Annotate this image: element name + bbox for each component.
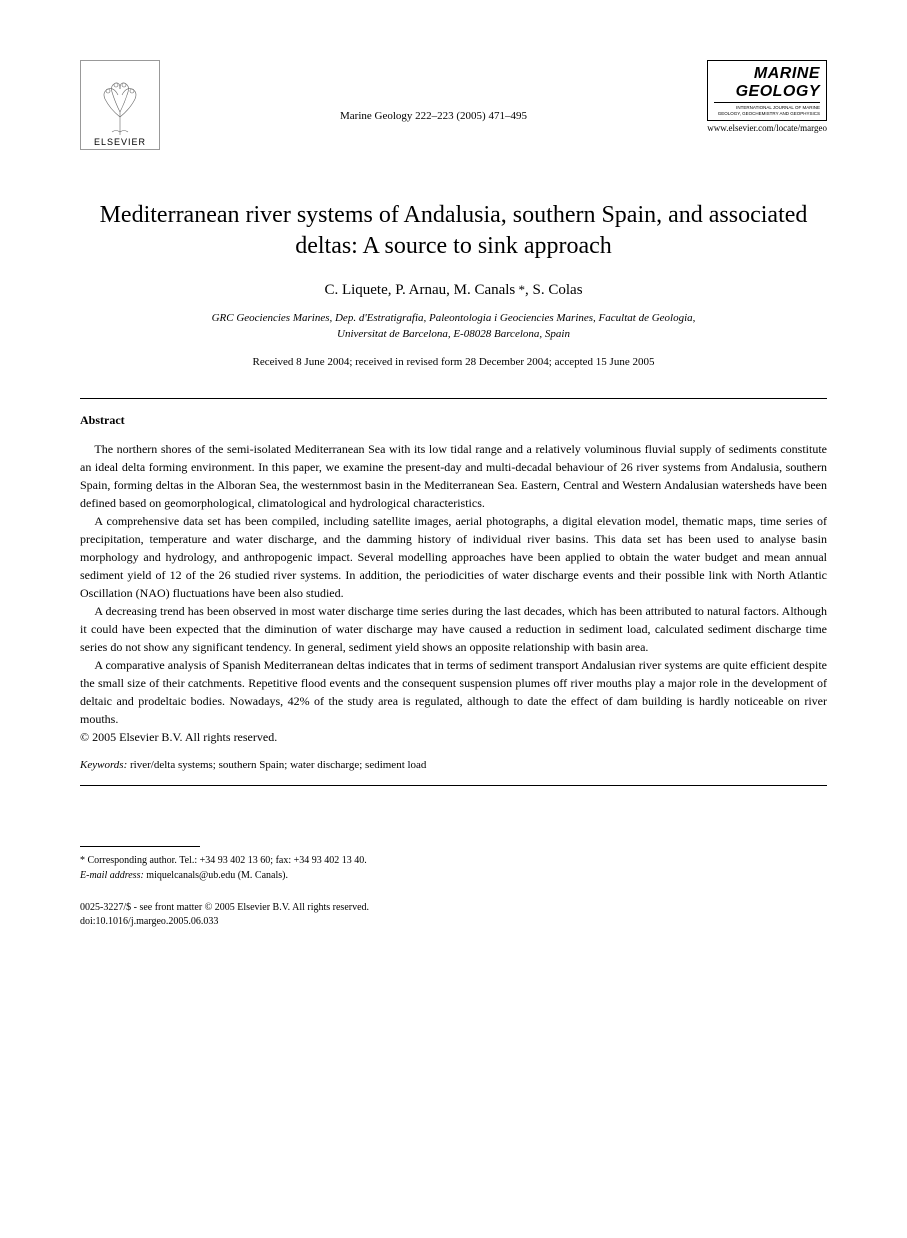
footer-block: 0025-3227/$ - see front matter © 2005 El… — [80, 901, 827, 929]
corresponding-author-note: * Corresponding author. Tel.: +34 93 402… — [80, 853, 827, 868]
footer-line-2: doi:10.1016/j.margeo.2005.06.033 — [80, 915, 827, 929]
author-1: C. Liquete — [324, 282, 387, 298]
abstract-paragraph: The northern shores of the semi-isolated… — [80, 440, 827, 512]
article-title: Mediterranean river systems of Andalusia… — [80, 200, 827, 262]
journal-cover-title-1: MARINE — [714, 65, 820, 83]
affiliation-line-2: Universitat de Barcelona, E-08028 Barcel… — [337, 328, 570, 340]
journal-url: www.elsevier.com/locate/margeo — [707, 123, 827, 133]
journal-cover-subtitle: INTERNATIONAL JOURNAL OF MARINE GEOLOGY,… — [714, 102, 820, 116]
elsevier-tree-icon — [90, 77, 150, 137]
abstract-heading: Abstract — [80, 413, 827, 428]
abstract-body: The northern shores of the semi-isolated… — [80, 440, 827, 728]
divider-bottom — [80, 785, 827, 786]
publisher-logo: ELSEVIER — [80, 60, 160, 150]
divider-top — [80, 398, 827, 399]
email-label: E-mail address: — [80, 870, 144, 881]
abstract-paragraph: A decreasing trend has been observed in … — [80, 602, 827, 656]
page-header: ELSEVIER Marine Geology 222–223 (2005) 4… — [80, 60, 827, 150]
author-4: S. Colas — [533, 282, 583, 298]
corresponding-mark-icon: * — [515, 282, 525, 297]
authors-line: C. Liquete, P. Arnau, M. Canals *, S. Co… — [80, 282, 827, 299]
publisher-name: ELSEVIER — [94, 137, 146, 147]
author-3: M. Canals — [454, 282, 516, 298]
journal-cover-box: MARINE GEOLOGY INTERNATIONAL JOURNAL OF … — [707, 60, 827, 121]
journal-cover-title-2: GEOLOGY — [714, 83, 820, 101]
footer-line-1: 0025-3227/$ - see front matter © 2005 El… — [80, 901, 827, 915]
journal-reference: Marine Geology 222–223 (2005) 471–495 — [160, 60, 707, 122]
email-line: E-mail address: miquelcanals@ub.edu (M. … — [80, 868, 827, 883]
affiliation: GRC Geociencies Marines, Dep. d'Estratig… — [80, 311, 827, 342]
article-dates: Received 8 June 2004; received in revise… — [80, 356, 827, 368]
journal-cover-block: MARINE GEOLOGY INTERNATIONAL JOURNAL OF … — [707, 60, 827, 133]
abstract-paragraph: A comprehensive data set has been compil… — [80, 512, 827, 602]
abstract-paragraph: A comparative analysis of Spanish Medite… — [80, 656, 827, 728]
email-value: miquelcanals@ub.edu (M. Canals). — [144, 870, 288, 881]
keywords-label: Keywords: — [80, 759, 127, 771]
keywords-text: river/delta systems; southern Spain; wat… — [127, 759, 426, 771]
footnote-separator — [80, 846, 200, 847]
author-2: P. Arnau — [395, 282, 446, 298]
footnote-block: * Corresponding author. Tel.: +34 93 402… — [80, 853, 827, 883]
keywords-line: Keywords: river/delta systems; southern … — [80, 759, 827, 771]
affiliation-line-1: GRC Geociencies Marines, Dep. d'Estratig… — [212, 312, 696, 324]
copyright-line: © 2005 Elsevier B.V. All rights reserved… — [80, 730, 827, 745]
